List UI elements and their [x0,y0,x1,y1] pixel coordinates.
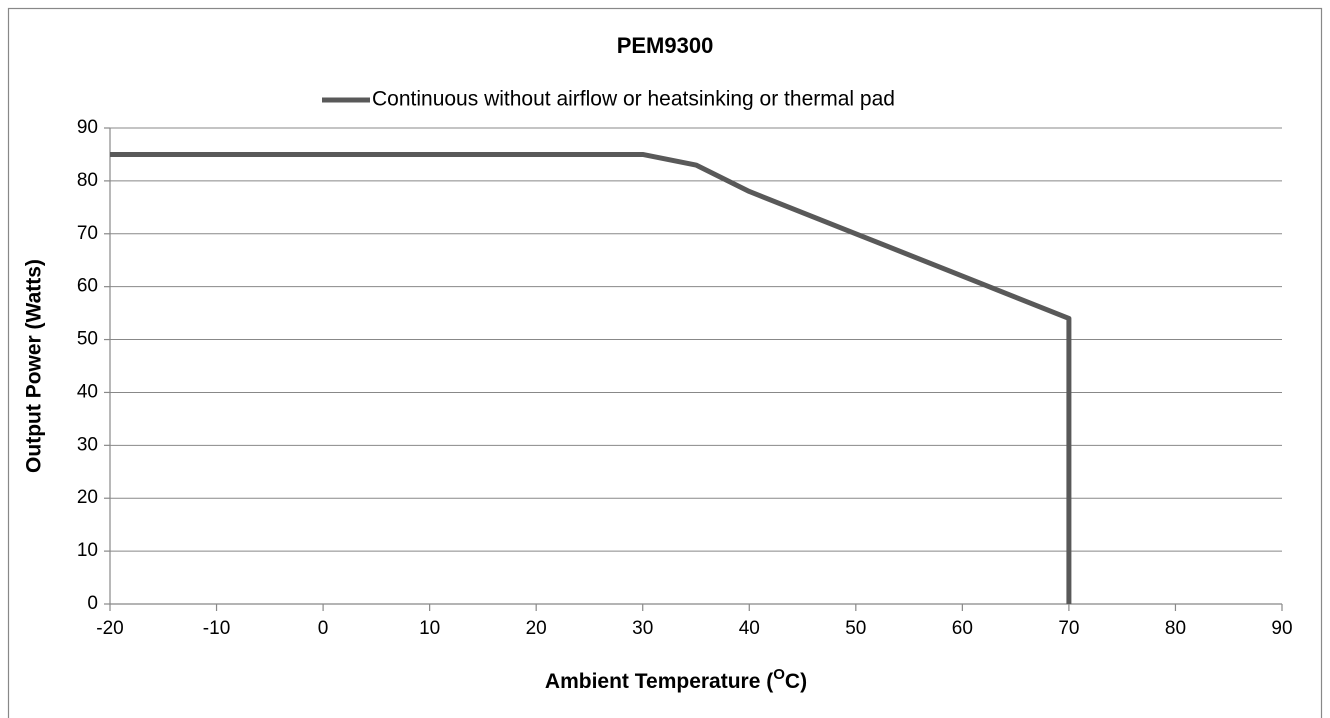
x-tick-label: -10 [203,618,230,639]
x-tick-label: 70 [1058,618,1079,639]
x-label-sup: O [773,666,785,683]
x-tick-label: 60 [952,618,973,639]
y-axis-label: Output Power (Watts) [23,259,46,473]
y-tick-label: 80 [77,170,98,191]
chart-border [7,7,1323,718]
y-tick-label: 0 [87,593,98,614]
x-tick-label: 20 [526,618,547,639]
x-tick-label: 90 [1271,618,1292,639]
x-tick-label: 50 [845,618,866,639]
y-tick-label: 40 [77,381,98,402]
x-label-part: C) [785,670,807,693]
x-tick-label: 80 [1165,618,1186,639]
x-tick-label: 0 [318,618,329,639]
y-tick-label: 30 [77,434,98,455]
x-tick-label: 10 [419,618,440,639]
x-tick-label: 30 [632,618,653,639]
x-axis-label: Ambient Temperature (OC) [545,666,807,693]
y-tick-label: 90 [77,117,98,138]
x-label-part: Ambient Temperature ( [545,670,773,693]
chart-title: PEM9300 [617,33,714,58]
y-tick-label: 50 [77,329,98,350]
y-tick-label: 20 [77,487,98,508]
y-tick-label: 10 [77,540,98,561]
y-tick-label: 70 [77,223,98,244]
y-tick-label: 60 [77,276,98,297]
x-tick-label: -20 [96,618,123,639]
legend-label: Continuous without airflow or heatsinkin… [372,88,895,111]
x-tick-label: 40 [739,618,760,639]
data-line [110,151,1072,604]
